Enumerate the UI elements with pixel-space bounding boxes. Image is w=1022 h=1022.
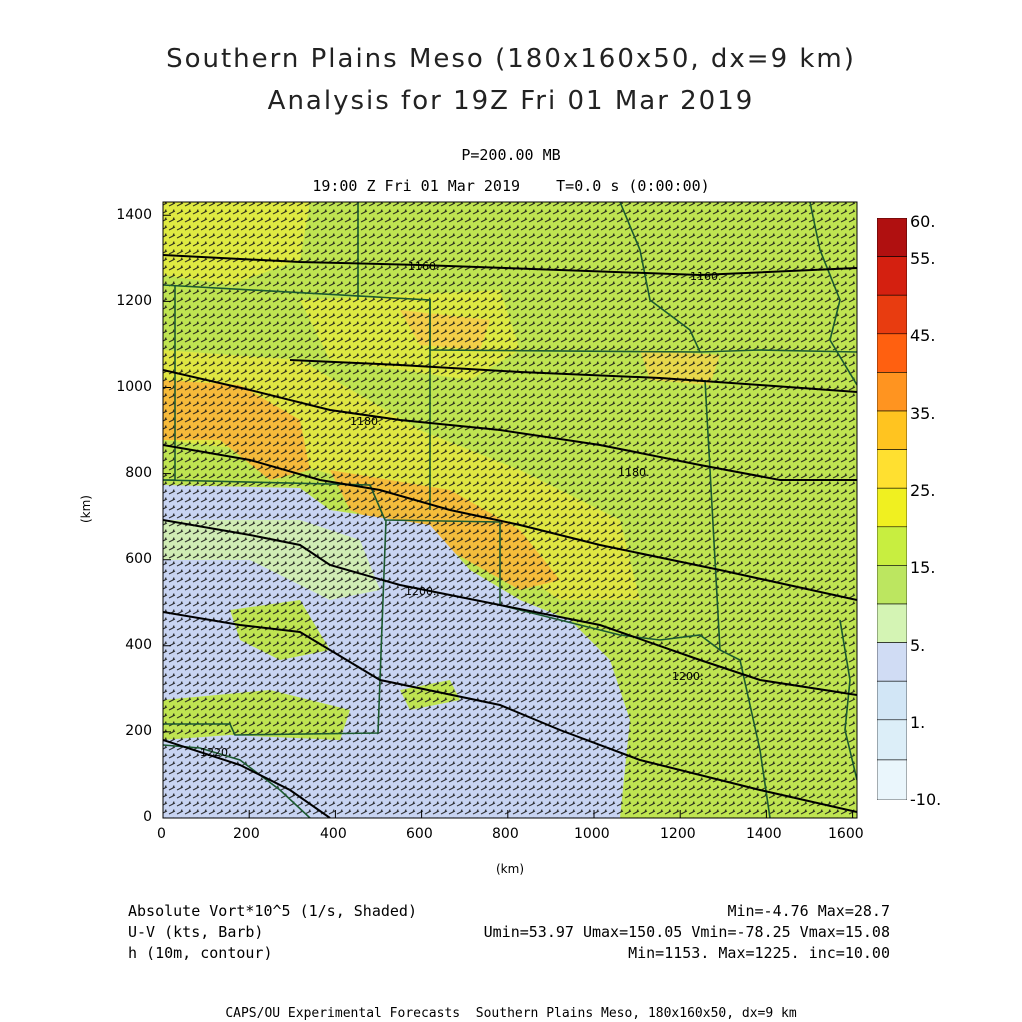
- y-tick-label: 200: [125, 723, 152, 739]
- colorbar-label: 60.: [910, 212, 936, 231]
- colorbar-label: -10.: [910, 790, 942, 809]
- pressure-level: P=200.00 MB: [461, 146, 561, 164]
- field3-stats: Min=1153. Max=1225. inc=10.00: [628, 944, 890, 962]
- credit-line: CAPS/OU Experimental Forecasts Southern …: [225, 1006, 797, 1021]
- field2-stats: Umin=53.97 Umax=150.05 Vmin=-78.25 Vmax=…: [483, 923, 890, 941]
- colorbar-swatch: [877, 294, 907, 335]
- field3-name: h (10m, contour): [128, 944, 273, 962]
- contour-label: 1160.: [408, 260, 440, 273]
- title-line-2: Analysis for 19Z Fri 01 Mar 2019: [267, 86, 755, 116]
- field2-name: U-V (kts, Barb): [128, 923, 264, 941]
- valid-time: 19:00 Z Fri 01 Mar 2019 T=0.0 s (0:00:00…: [312, 177, 710, 195]
- wind-barbs: [163, 202, 857, 818]
- colorbar-label: 55.: [910, 249, 936, 268]
- colorbar-label: 35.: [910, 404, 936, 423]
- colorbar-swatch: [877, 719, 907, 761]
- y-tick-label: 800: [125, 465, 152, 481]
- height-contours: [163, 254, 857, 818]
- colorbar-swatch: [877, 526, 907, 566]
- colorbar-swatch: [877, 410, 907, 450]
- colorbar-swatch: [877, 333, 907, 373]
- x-tick-label: 1200: [660, 826, 696, 842]
- x-tick-label: 1000: [574, 826, 610, 842]
- contour-label: 1180.: [350, 415, 382, 428]
- y-tick-label: 0: [143, 809, 152, 825]
- x-tick-label: 1600: [828, 826, 864, 842]
- colorbar-swatch: [877, 680, 907, 721]
- contour-label: 1180.: [618, 466, 650, 479]
- y-tick-label: 600: [125, 551, 152, 567]
- contour-label: 1200.: [405, 585, 437, 598]
- y-tick-label: 1000: [116, 379, 152, 395]
- colorbar-label: 5.: [910, 636, 926, 655]
- field1-stats: Min=-4.76 Max=28.7: [727, 902, 890, 920]
- contour-label: 1160.: [690, 270, 722, 283]
- colorbar-label: 15.: [910, 558, 936, 577]
- x-tick-label: 600: [406, 826, 433, 842]
- contour-label: 1200.: [672, 670, 704, 683]
- y-tick-label: 400: [125, 637, 152, 653]
- x-tick-label: 400: [320, 826, 347, 842]
- y-axis-label: (km): [79, 494, 94, 524]
- x-tick-label: 200: [233, 826, 260, 842]
- plot-frame: [162, 201, 858, 819]
- x-axis-label: (km): [496, 862, 525, 876]
- x-tick-label: 1400: [746, 826, 782, 842]
- colorbar-swatch: [877, 565, 907, 605]
- contour-labels: 1160. 1160. 1180. 1180. 1200. 1200. 1220…: [200, 260, 722, 759]
- state-borders: [163, 202, 857, 818]
- colorbar-swatch: [877, 487, 907, 528]
- colorbar-swatch: [877, 642, 907, 682]
- x-tick-label: 800: [492, 826, 519, 842]
- colorbar-swatch: [877, 449, 907, 489]
- title-line-1: Southern Plains Meso (180x160x50, dx=9 k…: [166, 44, 856, 74]
- colorbar-swatch: [877, 218, 907, 257]
- colorbar-label: 25.: [910, 481, 936, 500]
- axis-ticks: [162, 214, 854, 819]
- colorbar: [877, 218, 907, 800]
- colorbar-label: 45.: [910, 326, 936, 345]
- y-tick-label: 1400: [116, 207, 152, 223]
- field1-name: Absolute Vort*10^5 (1/s, Shaded): [128, 902, 417, 920]
- x-tick-label: 0: [157, 826, 166, 842]
- colorbar-swatch: [877, 759, 907, 800]
- colorbar-swatch: [877, 603, 907, 643]
- colorbar-label: 1.: [910, 713, 926, 732]
- colorbar-swatch: [877, 256, 907, 296]
- y-tick-label: 1200: [116, 293, 152, 309]
- contour-label: 1220.: [200, 746, 232, 759]
- colorbar-swatch: [877, 372, 907, 412]
